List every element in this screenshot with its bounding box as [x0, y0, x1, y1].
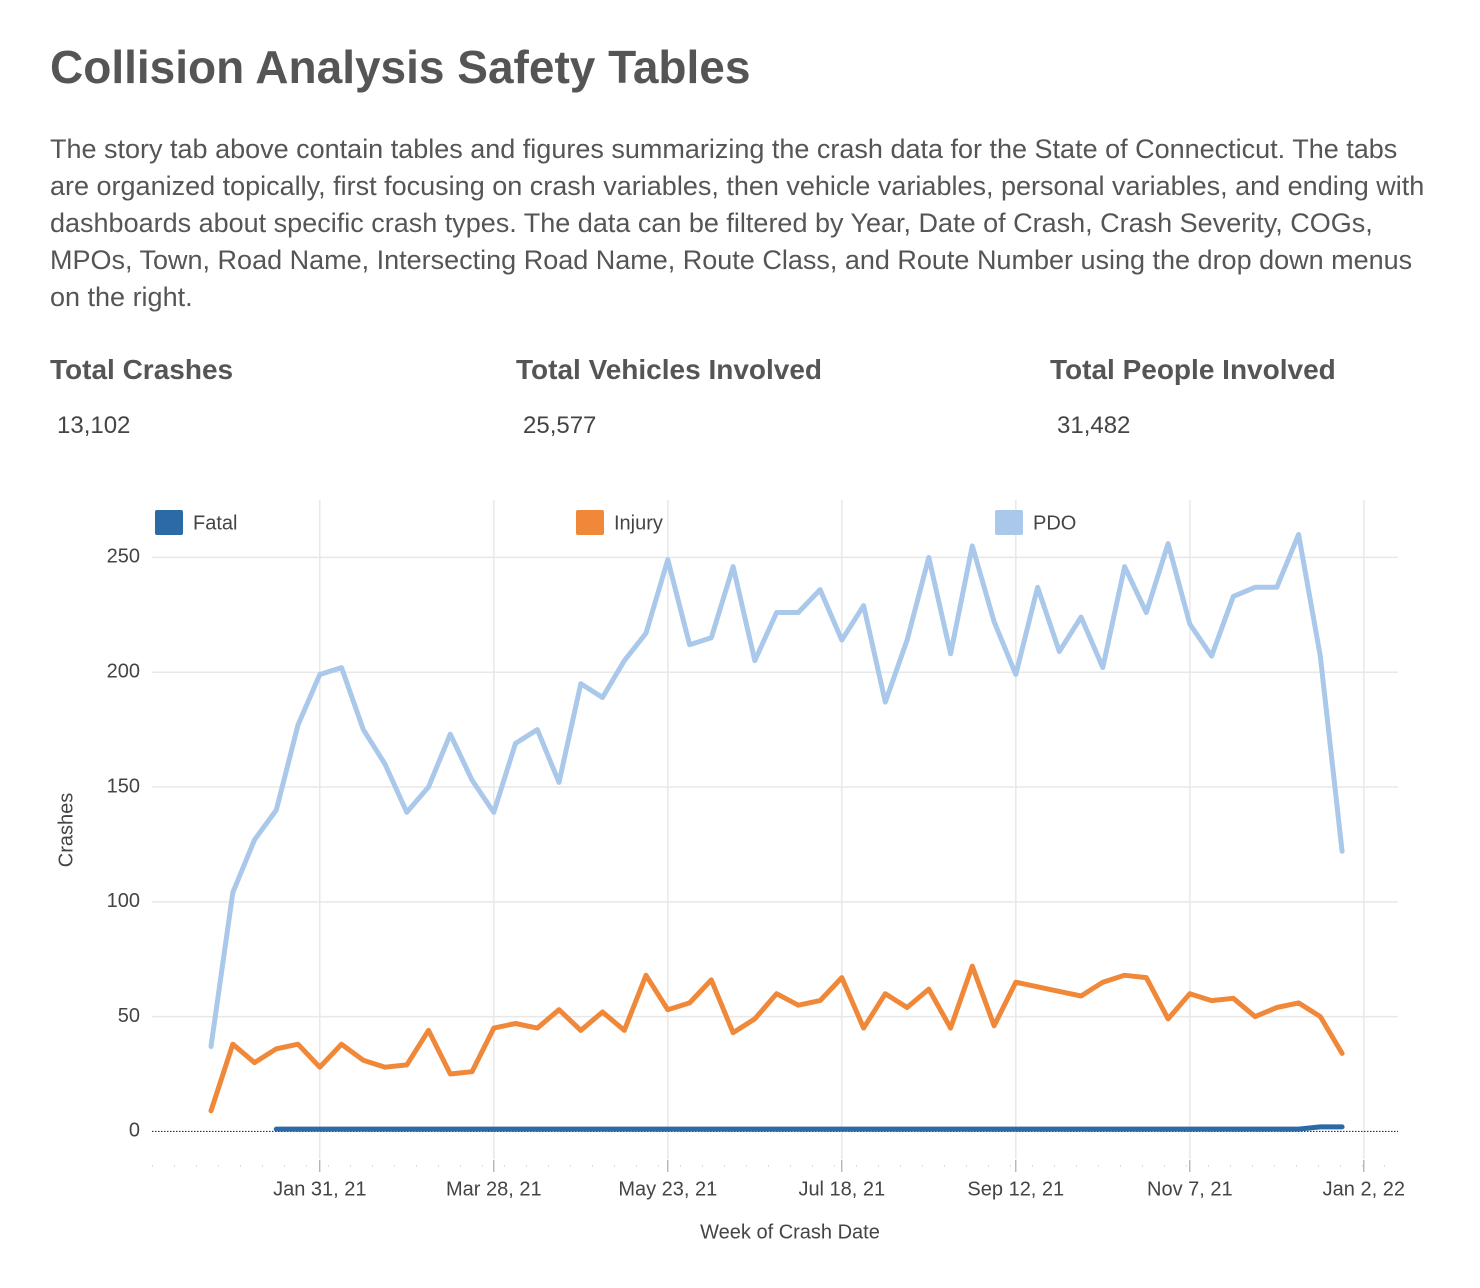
chart: Week of Crash Date Crashes 0 50 100 150 200 2…: [55, 500, 1405, 1243]
x-tick-label: Nov 7, 21: [1147, 1178, 1233, 1200]
series-line: [208, 963, 1345, 1114]
legend-swatch: [155, 510, 183, 535]
x-tick-label: Sep 12, 21: [967, 1178, 1064, 1200]
legend-swatch: [995, 510, 1023, 535]
x-tick-label: May 23, 21: [618, 1178, 717, 1200]
legend-label: Injury: [614, 512, 663, 534]
series-line: [208, 531, 1345, 1049]
y-tick-label: 100: [107, 890, 140, 912]
kpi-label: Total People Involved: [1050, 354, 1336, 385]
page-title: Collision Analysis Safety Tables: [50, 41, 751, 93]
kpi-label: Total Vehicles Involved: [516, 354, 823, 385]
y-tick-label: 250: [107, 546, 140, 568]
y-tick-label: 50: [118, 1005, 140, 1027]
x-tick-label: Jan 2, 22: [1323, 1178, 1405, 1200]
kpi-value: 25,577: [523, 412, 597, 439]
x-tick-label: Jul 18, 21: [798, 1178, 885, 1200]
legend-swatch: [576, 510, 604, 535]
grid: [152, 500, 1398, 1159]
legend-label: PDO: [1033, 512, 1076, 534]
x-tick-label: Jan 31, 21: [273, 1178, 366, 1200]
y-tick-label: 200: [107, 660, 140, 682]
y-tick-label: 0: [129, 1120, 140, 1142]
y-axis-title: Crashes: [55, 793, 77, 867]
series-line: [273, 1124, 1345, 1132]
y-tick-label: 150: [107, 775, 140, 797]
kpi-label: Total Crashes: [50, 354, 234, 385]
legend-label: Fatal: [193, 512, 237, 534]
kpi-value: 13,102: [57, 412, 131, 439]
x-axis-title: Week of Crash Date: [700, 1221, 880, 1243]
x-tick-label: Mar 28, 21: [446, 1178, 542, 1200]
description: The story tab above contain tables and f…: [50, 134, 1425, 312]
kpi-value: 31,482: [1057, 412, 1131, 439]
